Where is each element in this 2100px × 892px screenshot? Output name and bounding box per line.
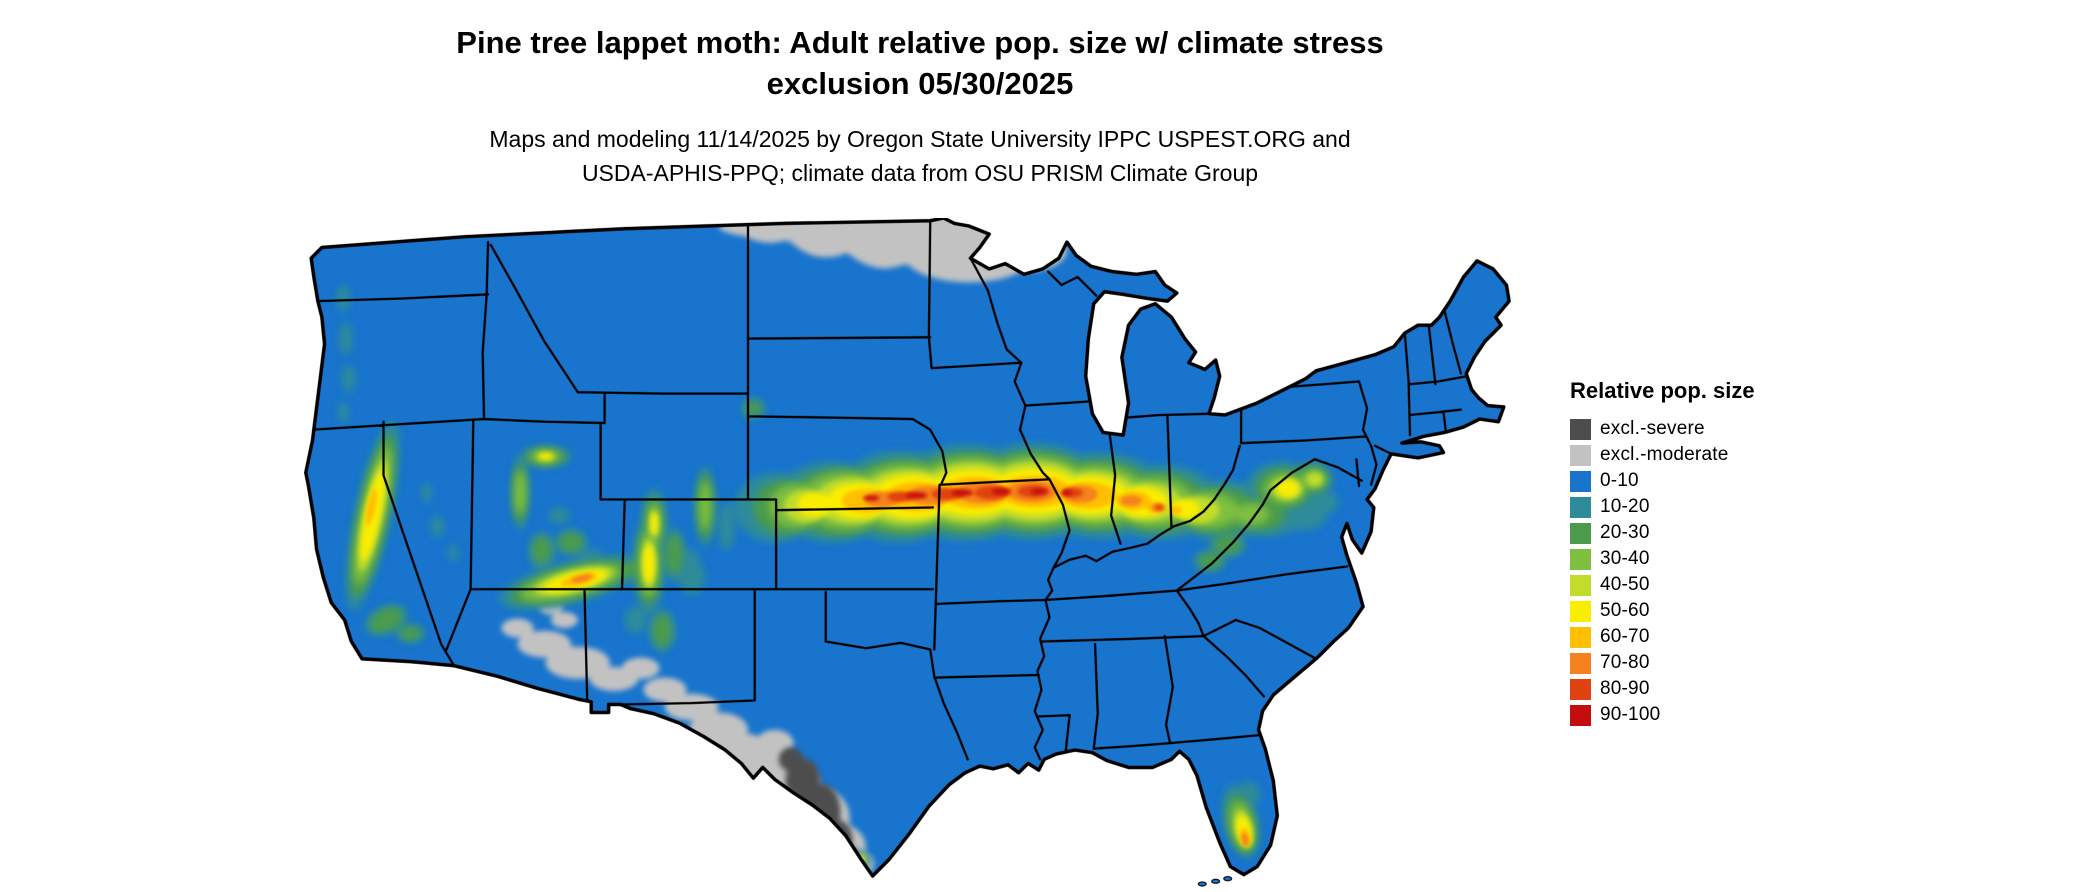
us-landmass <box>305 218 1510 876</box>
legend-item: 10-20 <box>1570 494 1755 520</box>
legend-label: excl.-severe <box>1600 418 1705 439</box>
subtitle-line-1: Maps and modeling 11/14/2025 by Oregon S… <box>489 126 1351 152</box>
subtitle-line-2: USDA-APHIS-PPQ; climate data from OSU PR… <box>581 160 1259 186</box>
legend-label: 70-80 <box>1600 652 1650 673</box>
legend-swatch-excl-moderate <box>1570 444 1591 466</box>
legend-item: 50-60 <box>1570 598 1755 624</box>
legend-title: Relative pop. size <box>1570 378 1755 403</box>
legend-swatch-excl-severe <box>1570 418 1591 440</box>
legend-label: 0-10 <box>1600 470 1639 491</box>
page-title: Pine tree lappet moth: Adult relative po… <box>0 22 1840 104</box>
legend-swatch-c70-80 <box>1570 652 1591 674</box>
legend-item: excl.-severe <box>1570 416 1755 442</box>
page-subtitle: Maps and modeling 11/14/2025 by Oregon S… <box>0 122 1840 190</box>
legend-items: excl.-severe excl.-moderate 0-10 10-20 20-30… <box>1570 416 1755 728</box>
legend-swatch-c10-20 <box>1570 496 1591 518</box>
legend-swatch-c30-40 <box>1570 548 1591 570</box>
legend-item: 90-100 <box>1570 702 1755 728</box>
legend-item: 20-30 <box>1570 520 1755 546</box>
legend-swatch-c0-10 <box>1570 470 1591 492</box>
legend-label: 10-20 <box>1600 496 1650 517</box>
legend-label: 40-50 <box>1600 574 1650 595</box>
legend-swatch-c60-70 <box>1570 626 1591 648</box>
legend-label: 60-70 <box>1600 626 1650 647</box>
map-layer-90-100 <box>863 488 1073 501</box>
us-map <box>303 218 1536 888</box>
legend-label: 80-90 <box>1600 678 1650 699</box>
legend-swatch-c40-50 <box>1570 574 1591 596</box>
legend-label: excl.-moderate <box>1600 444 1729 465</box>
title-line-1: Pine tree lappet moth: Adult relative po… <box>456 25 1384 60</box>
legend-swatch-c90-100 <box>1570 704 1591 726</box>
florida-keys-islands <box>1197 876 1233 887</box>
legend-item: 0-10 <box>1570 468 1755 494</box>
legend-swatch-c80-90 <box>1570 678 1591 700</box>
legend-label: 20-30 <box>1600 522 1650 543</box>
legend-label: 50-60 <box>1600 600 1650 621</box>
legend-label: 30-40 <box>1600 548 1650 569</box>
legend-item: excl.-moderate <box>1570 442 1755 468</box>
legend-label: 90-100 <box>1600 704 1661 725</box>
title-line-2: exclusion 05/30/2025 <box>766 66 1074 101</box>
legend-item: 30-40 <box>1570 546 1755 572</box>
legend-item: 40-50 <box>1570 572 1755 598</box>
map-legend: Relative pop. size excl.-severe excl.-mod… <box>1570 378 1755 728</box>
us-outline <box>304 218 1511 878</box>
legend-swatch-c50-60 <box>1570 600 1591 622</box>
legend-item: 60-70 <box>1570 624 1755 650</box>
legend-item: 70-80 <box>1570 650 1755 676</box>
legend-item: 80-90 <box>1570 676 1755 702</box>
state-borders <box>311 219 1469 761</box>
legend-swatch-c20-30 <box>1570 522 1591 544</box>
